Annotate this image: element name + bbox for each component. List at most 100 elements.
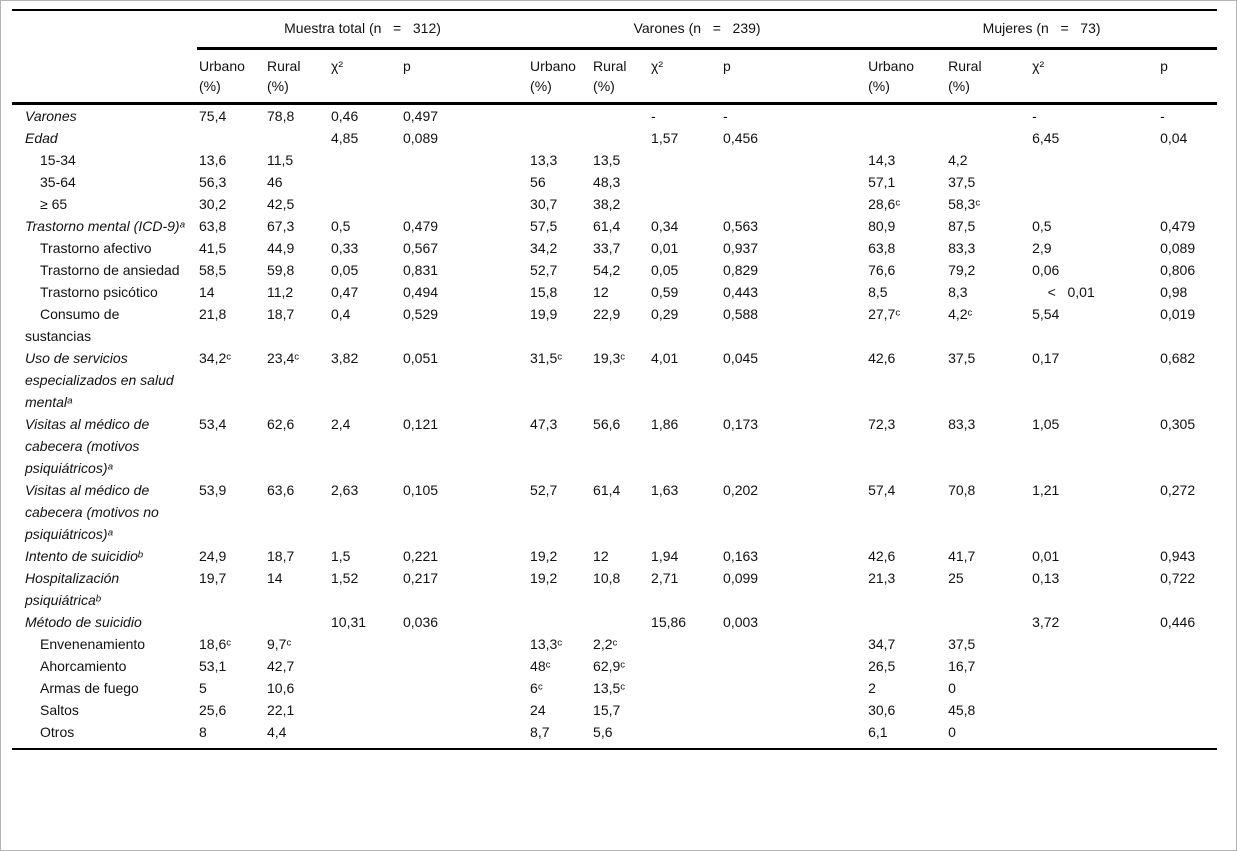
cell: 2,4 (331, 416, 351, 432)
cell: 6,45 (1032, 130, 1060, 146)
cell: 15,7 (593, 702, 621, 718)
cell: 0,494 (403, 284, 439, 300)
cell: 5,6 (591, 721, 650, 750)
cell: 5 (199, 680, 207, 696)
cell (1030, 677, 1158, 699)
table-row: Otros 8 4,4 8,7 5,6 6,1 0 (12, 721, 1218, 750)
cell (1158, 193, 1217, 215)
cell: 16,7 (948, 658, 976, 674)
cell: 3,72 (1032, 614, 1060, 630)
cell: 0,305 (1160, 416, 1196, 432)
cell: 0,121 (403, 416, 439, 432)
cell (591, 104, 649, 128)
cell: 30,7 (530, 196, 558, 212)
cell: 0,529 (403, 306, 439, 322)
group-header-mujeres: Mujeres (n = 73) (866, 9, 1218, 50)
cell: 24,9 (199, 548, 227, 564)
cell: 0,46 (331, 108, 359, 124)
cell: 53,4 (199, 416, 227, 432)
cell (1158, 633, 1217, 655)
cell (946, 104, 1030, 128)
table-row: 15-34 13,6 11,5 13,3 13,5 14,3 4,2 (12, 149, 1217, 171)
cell (1158, 699, 1217, 721)
cell: 53,1 (199, 658, 227, 674)
cell (649, 677, 721, 699)
cell: 37,5 (948, 174, 976, 190)
cell: 0,29 (651, 306, 679, 322)
cell: 37,5 (948, 636, 976, 652)
cell: 10,8 (593, 570, 621, 586)
cell: 2,63 (331, 482, 359, 498)
cell: 18,7 (267, 548, 295, 564)
cell: 28,6ᶜ (868, 196, 901, 212)
table-row: Saltos 25,6 22,1 24 15,7 30,6 45,8 (12, 699, 1217, 721)
col-header-p-mujeres: p (1158, 48, 1218, 105)
cell (591, 127, 649, 149)
cell: 10,6 (267, 680, 295, 696)
cell: < 0,01 (1032, 284, 1095, 300)
cell (649, 193, 721, 215)
row-label: Visitas al médico de cabecera (motivos n… (25, 482, 159, 542)
cell: - (1032, 108, 1037, 124)
col-header-urbano-total: Urbano (%) (197, 48, 265, 105)
cell (946, 127, 1030, 149)
cell (649, 149, 721, 171)
cell: 0,05 (331, 262, 359, 278)
cell: 79,2 (948, 262, 976, 278)
cell: 0,98 (1160, 284, 1188, 300)
cell: 2,2ᶜ (593, 636, 618, 652)
cell (401, 721, 529, 750)
cell: 0 (946, 721, 1031, 750)
cell: 14 (199, 284, 215, 300)
table-row: Edad 4,85 0,089 1,57 0,456 6,45 0,04 (12, 127, 1217, 149)
cell: 0,04 (1160, 130, 1188, 146)
group-header-varones: Varones (n = 239) (528, 9, 867, 50)
cell: 1,63 (651, 482, 679, 498)
cell: 0,479 (1160, 218, 1196, 234)
column-header-row: Urbano (%) Rural (%) χ² p Urbano (%) Rur… (12, 48, 1218, 105)
row-label: Trastorno afectivo (40, 240, 152, 256)
cell: 0,456 (723, 130, 759, 146)
cell: 0,59 (651, 284, 679, 300)
cell (866, 611, 946, 633)
cell: 62,9ᶜ (593, 658, 626, 674)
cell: 0,34 (651, 218, 679, 234)
cell: 1,5 (331, 548, 351, 564)
cell: 63,8 (868, 240, 896, 256)
cell: 44,9 (267, 240, 295, 256)
cell: 59,8 (267, 262, 295, 278)
cell: 9,7ᶜ (267, 636, 292, 652)
cell: 0,003 (723, 614, 759, 630)
cell: 57,4 (868, 482, 896, 498)
cell (1030, 149, 1158, 171)
cell (1158, 721, 1218, 750)
cell: 0,05 (651, 262, 679, 278)
row-label: Trastorno mental (ICD-9)ᵃ (25, 218, 185, 234)
cell: 48,3 (593, 174, 621, 190)
cell: 5,54 (1032, 306, 1060, 322)
cell (401, 193, 528, 215)
cell: 54,2 (593, 262, 621, 278)
cell: 0,567 (403, 240, 439, 256)
cell (721, 699, 866, 721)
cell: 42,6 (868, 350, 896, 366)
row-label: Uso de servicios especializados en salud… (25, 350, 174, 410)
col-header-chi2-mujeres: χ² (1030, 48, 1159, 105)
table-row: Ahorcamiento 53,1 42,7 48ᶜ 62,9ᶜ 26,5 16,7 (12, 655, 1217, 677)
cell: 0,051 (403, 350, 439, 366)
cell: 42,7 (267, 658, 295, 674)
cell: 52,7 (530, 262, 558, 278)
col-header-urbano-varones: Urbano (%) (528, 48, 592, 105)
cell: 0,588 (723, 306, 759, 322)
cell: 15,86 (651, 614, 687, 630)
cell: 2,9 (1032, 240, 1052, 256)
cell: 4,01 (651, 350, 679, 366)
cell: 22,9 (593, 306, 621, 322)
cell: 22,1 (267, 702, 295, 718)
cell (401, 677, 528, 699)
cell: 0,831 (403, 262, 439, 278)
cell (721, 655, 866, 677)
cell: 18,7 (267, 306, 295, 322)
cell: 0,829 (723, 262, 759, 278)
cell: 0,5 (1032, 218, 1052, 234)
